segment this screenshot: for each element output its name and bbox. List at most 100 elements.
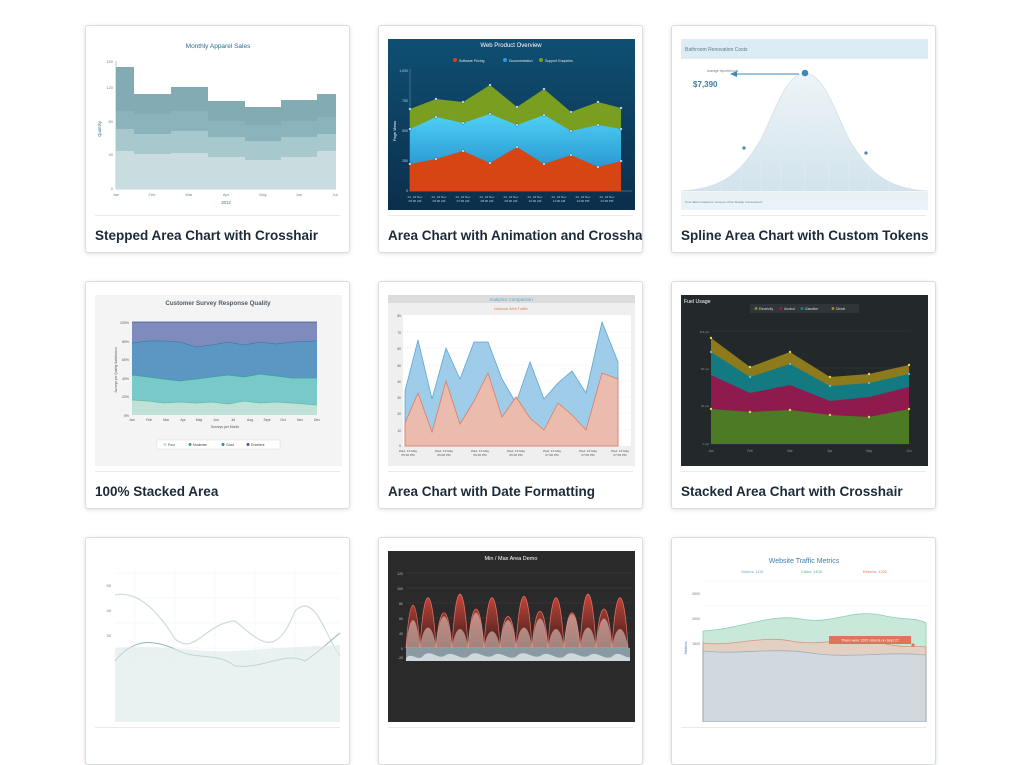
svg-text:10: 10 bbox=[397, 429, 401, 433]
card-divider bbox=[95, 215, 340, 216]
svg-text:Page Views: Page Views bbox=[393, 121, 397, 141]
svg-text:115 psi: 115 psi bbox=[700, 330, 710, 334]
card-divider bbox=[95, 727, 340, 728]
chart-card-spline-area[interactable]: Bathroom Renovation Costs Average report… bbox=[671, 25, 936, 253]
svg-text:Mar: Mar bbox=[163, 418, 170, 422]
svg-text:Fri, 01 Nov: Fri, 01 Nov bbox=[576, 195, 591, 199]
svg-text:Nov: Nov bbox=[297, 418, 303, 422]
svg-text:05:00 AM: 05:00 AM bbox=[409, 199, 422, 203]
svg-text:07:00 AM: 07:00 AM bbox=[457, 199, 470, 203]
svg-text:1500: 1500 bbox=[692, 642, 700, 646]
svg-text:Documentation: Documentation bbox=[509, 59, 533, 63]
card-divider bbox=[95, 471, 340, 472]
card-title[interactable]: Stacked Area Chart with Crosshair bbox=[681, 484, 903, 499]
card-title[interactable]: Area Chart with Animation and Crosshair bbox=[388, 228, 643, 243]
svg-text:Support Enquiries: Support Enquiries bbox=[545, 59, 573, 63]
svg-text:Apr: Apr bbox=[828, 449, 834, 453]
svg-text:$7,390: $7,390 bbox=[693, 80, 718, 89]
chart-thumbnail: Bathroom Renovation Costs Average report… bbox=[681, 39, 928, 210]
svg-text:0: 0 bbox=[399, 444, 401, 448]
card-title[interactable]: 100% Stacked Area bbox=[95, 484, 219, 499]
svg-text:40: 40 bbox=[109, 152, 114, 157]
svg-text:80: 80 bbox=[109, 119, 114, 124]
svg-text:100: 100 bbox=[397, 587, 403, 591]
svg-text:60: 60 bbox=[399, 617, 403, 621]
svg-text:May: May bbox=[866, 449, 872, 453]
card-title[interactable]: Stepped Area Chart with Crosshair bbox=[95, 228, 319, 243]
svg-text:06:30 PM: 06:30 PM bbox=[509, 453, 523, 457]
chart-card-website-traffic[interactable]: Website Traffic Metrics Visitors: 1116 C… bbox=[671, 537, 936, 765]
svg-text:50 psi: 50 psi bbox=[701, 404, 709, 408]
svg-text:Wed, 19 May: Wed, 19 May bbox=[399, 449, 418, 453]
svg-text:07:30 PM: 07:30 PM bbox=[613, 453, 627, 457]
svg-text:06:00 AM: 06:00 AM bbox=[433, 199, 446, 203]
svg-text:Customer Survey Response Quali: Customer Survey Response Quality bbox=[165, 300, 271, 307]
svg-text:500: 500 bbox=[402, 129, 408, 133]
svg-text:Analytics Comparison: Analytics Comparison bbox=[489, 297, 533, 302]
svg-text:Fuel Usage: Fuel Usage bbox=[684, 299, 711, 305]
chart-card-row3-1[interactable]: 50 40 30 bbox=[85, 537, 350, 765]
svg-text:Wed, 19 May: Wed, 19 May bbox=[435, 449, 454, 453]
card-divider bbox=[681, 471, 926, 472]
svg-text:Bathroom Renovation Costs: Bathroom Renovation Costs bbox=[685, 47, 748, 53]
card-divider bbox=[388, 727, 633, 728]
svg-text:Dec: Dec bbox=[314, 418, 320, 422]
svg-text:Alcohol: Alcohol bbox=[784, 307, 795, 311]
svg-text:100%: 100% bbox=[120, 321, 129, 325]
svg-text:40: 40 bbox=[399, 632, 403, 636]
chart-card-stepped-area[interactable]: Monthly Apparel Sales 150 120 80 40 0 Qu… bbox=[85, 25, 350, 253]
svg-text:Fri, 01 Nov: Fri, 01 Nov bbox=[528, 195, 543, 199]
svg-text:Wed, 19 May: Wed, 19 May bbox=[471, 449, 490, 453]
svg-text:750: 750 bbox=[402, 99, 408, 103]
svg-text:10:00 AM: 10:00 AM bbox=[529, 199, 542, 203]
svg-text:Mar: Mar bbox=[186, 192, 194, 197]
chart-title: Monthly Apparel Sales bbox=[186, 43, 251, 50]
svg-text:Software Pricing: Software Pricing bbox=[459, 59, 485, 63]
svg-text:80: 80 bbox=[399, 602, 403, 606]
svg-text:40: 40 bbox=[397, 380, 401, 384]
svg-text:Wed, 19 May: Wed, 19 May bbox=[611, 449, 630, 453]
chart-card-min-max[interactable]: Min / Max Area Demo 120 100 80 60 40 0 -20 bbox=[378, 537, 643, 765]
svg-text:06:00 PM: 06:00 PM bbox=[437, 453, 451, 457]
svg-text:Moderate: Moderate bbox=[193, 443, 207, 447]
svg-text:80: 80 bbox=[397, 314, 401, 318]
svg-text:0: 0 bbox=[111, 186, 114, 191]
svg-text:Wed, 19 May: Wed, 19 May bbox=[543, 449, 562, 453]
chart-card-percent-stacked[interactable]: Customer Survey Response Quality 100% 80… bbox=[85, 281, 350, 509]
svg-text:Fri, 01 Nov: Fri, 01 Nov bbox=[432, 195, 447, 199]
svg-text:20%: 20% bbox=[122, 395, 129, 399]
svg-text:08:00 AM: 08:00 AM bbox=[481, 199, 494, 203]
svg-text:40: 40 bbox=[107, 608, 112, 613]
svg-text:Jan: Jan bbox=[129, 418, 135, 422]
chart-thumbnail: Customer Survey Response Quality 100% 80… bbox=[95, 295, 342, 466]
card-divider bbox=[681, 215, 926, 216]
chart-thumbnail: Website Traffic Metrics Visitors: 1116 C… bbox=[681, 551, 928, 722]
svg-text:Sept: Sept bbox=[264, 418, 271, 422]
svg-text:May: May bbox=[196, 418, 203, 422]
svg-text:Web Product Overview: Web Product Overview bbox=[480, 43, 542, 49]
card-divider bbox=[681, 727, 926, 728]
chart-thumbnail: Analytics Comparison National Web Traffi… bbox=[388, 295, 635, 466]
svg-text:09:00 AM: 09:00 AM bbox=[505, 199, 518, 203]
chart-card-date-formatting[interactable]: Analytics Comparison National Web Traffi… bbox=[378, 281, 643, 509]
svg-text:Electricity: Electricity bbox=[759, 307, 773, 311]
svg-text:80%: 80% bbox=[122, 340, 129, 344]
svg-text:Fri, 01 Nov: Fri, 01 Nov bbox=[600, 195, 615, 199]
svg-text:06:30 PM: 06:30 PM bbox=[473, 453, 487, 457]
svg-text:2013: 2013 bbox=[221, 200, 231, 205]
svg-text:Poor: Poor bbox=[168, 443, 176, 447]
chart-thumbnail: Min / Max Area Demo 120 100 80 60 40 0 -20 bbox=[388, 551, 635, 722]
svg-text:0 psi: 0 psi bbox=[703, 442, 710, 446]
chart-card-stacked-crosshair[interactable]: Fuel Usage Electricity Alcohol Gasoline … bbox=[671, 281, 936, 509]
svg-text:90 psi: 90 psi bbox=[701, 367, 709, 371]
svg-text:Apr: Apr bbox=[223, 192, 230, 197]
svg-text:Fri, 01 Nov: Fri, 01 Nov bbox=[552, 195, 567, 199]
svg-text:Clicks: 1408: Clicks: 1408 bbox=[801, 570, 822, 574]
card-title[interactable]: Area Chart with Date Formatting bbox=[388, 484, 596, 499]
svg-text:Feb: Feb bbox=[149, 192, 157, 197]
svg-text:Fri, 01 Nov: Fri, 01 Nov bbox=[408, 195, 423, 199]
svg-text:50: 50 bbox=[397, 364, 401, 368]
svg-text:Apr: Apr bbox=[180, 418, 186, 422]
card-title[interactable]: Spline Area Chart with Custom Tokens bbox=[681, 228, 929, 243]
chart-card-animated-area[interactable]: Web Product Overview Software Pricing Do… bbox=[378, 25, 643, 253]
